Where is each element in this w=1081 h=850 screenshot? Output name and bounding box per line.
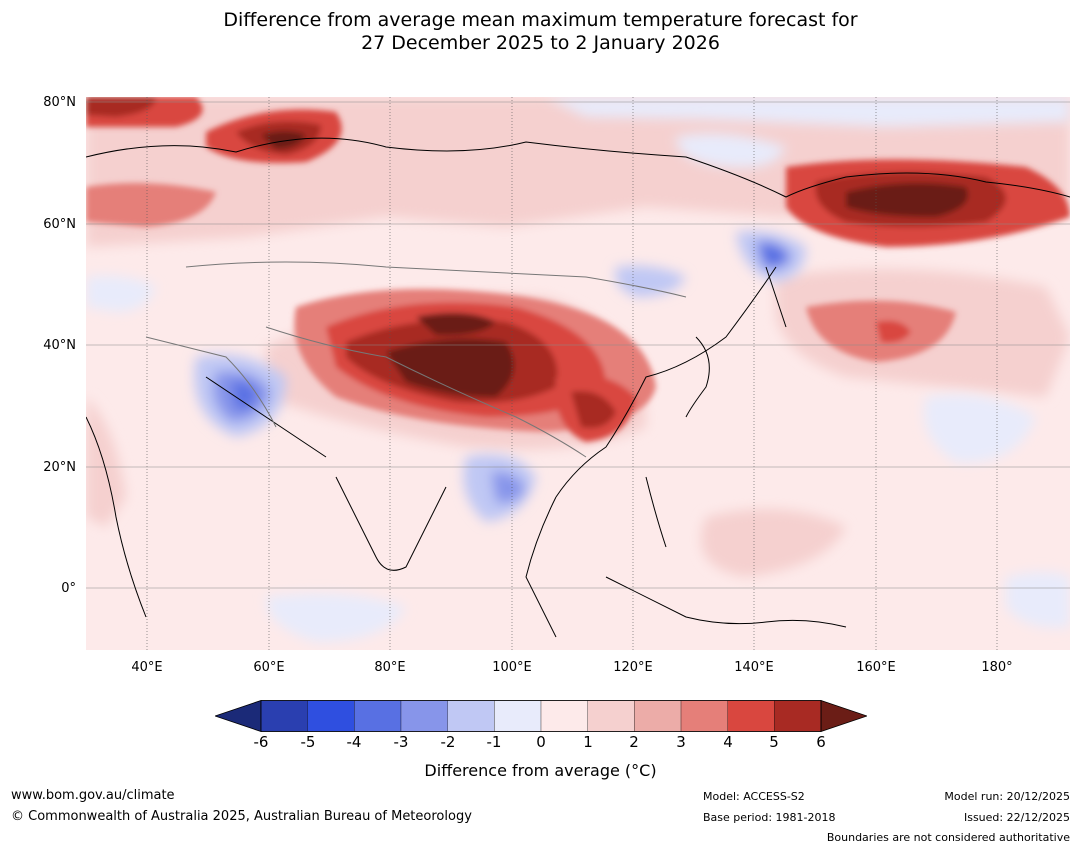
borders <box>145 261 687 458</box>
footer-disclaimer: Boundaries are not considered authoritat… <box>826 831 1070 844</box>
colorbar-cell <box>680 700 728 732</box>
colorbar-tick: -6 <box>253 733 269 751</box>
colorbar-arrow-high <box>820 700 867 732</box>
lat-label-0: 0° <box>61 581 76 596</box>
footer-issued: Issued: 22/12/2025 <box>963 811 1070 824</box>
colorbar-tick: 4 <box>723 733 733 751</box>
title-line-1: Difference from average mean maximum tem… <box>223 9 858 31</box>
lat-label-40n: 40°N <box>43 338 76 353</box>
colorbar-cell <box>727 700 775 732</box>
colorbar-tick: -4 <box>346 733 362 751</box>
footer-base-period: Base period: 1981-2018 <box>703 811 836 824</box>
colorbar-cell <box>634 700 682 732</box>
colorbar-tick: 1 <box>583 733 593 751</box>
colorbar-tick: 2 <box>629 733 639 751</box>
colorbar-cell <box>587 700 635 732</box>
anomaly-field <box>86 97 1070 650</box>
colorbar-cell <box>540 700 588 732</box>
coastlines <box>86 137 1070 638</box>
lat-label-80n: 80°N <box>43 95 76 110</box>
colorbar-cell <box>260 700 308 732</box>
colorbar-cell <box>307 700 355 732</box>
footer-model-run: Model run: 20/12/2025 <box>944 790 1070 803</box>
footer-copyright: © Commonwealth of Australia 2025, Austra… <box>11 809 472 824</box>
colorbar-arrow-low <box>215 700 262 732</box>
lon-label-80e: 80°E <box>374 660 406 675</box>
lon-label-180: 180° <box>981 660 1013 675</box>
colorbar-tick: -2 <box>440 733 456 751</box>
lon-label-140e: 140°E <box>734 660 774 675</box>
forecast-map <box>86 97 1070 650</box>
graticule <box>146 97 998 650</box>
lon-label-120e: 120°E <box>613 660 653 675</box>
colorbar-tick: 5 <box>769 733 779 751</box>
colorbar <box>215 700 867 732</box>
colorbar-cell <box>400 700 448 732</box>
lon-label-60e: 60°E <box>253 660 285 675</box>
lon-label-100e: 100°E <box>492 660 532 675</box>
lon-label-160e: 160°E <box>856 660 896 675</box>
colorbar-cell <box>494 700 542 732</box>
footer-model: Model: ACCESS-S2 <box>703 790 805 803</box>
footer-url[interactable]: www.bom.gov.au/climate <box>11 788 175 803</box>
colorbar-cell <box>354 700 402 732</box>
colorbar-tick: -1 <box>486 733 502 751</box>
colorbar-label: Difference from average (°C) <box>424 761 657 780</box>
colorbar-cell <box>447 700 495 732</box>
colorbar-tick: 0 <box>536 733 546 751</box>
lat-label-20n: 20°N <box>43 460 76 475</box>
lat-label-60n: 60°N <box>43 217 76 232</box>
lon-label-40e: 40°E <box>131 660 163 675</box>
colorbar-tick: 3 <box>676 733 686 751</box>
chart-title: Difference from average mean maximum tem… <box>0 9 1081 55</box>
title-line-2: 27 December 2025 to 2 January 2026 <box>361 32 720 54</box>
colorbar-cell <box>774 700 822 732</box>
colorbar-tick: -3 <box>393 733 409 751</box>
colorbar-tick: 6 <box>816 733 826 751</box>
colorbar-tick: -5 <box>300 733 316 751</box>
